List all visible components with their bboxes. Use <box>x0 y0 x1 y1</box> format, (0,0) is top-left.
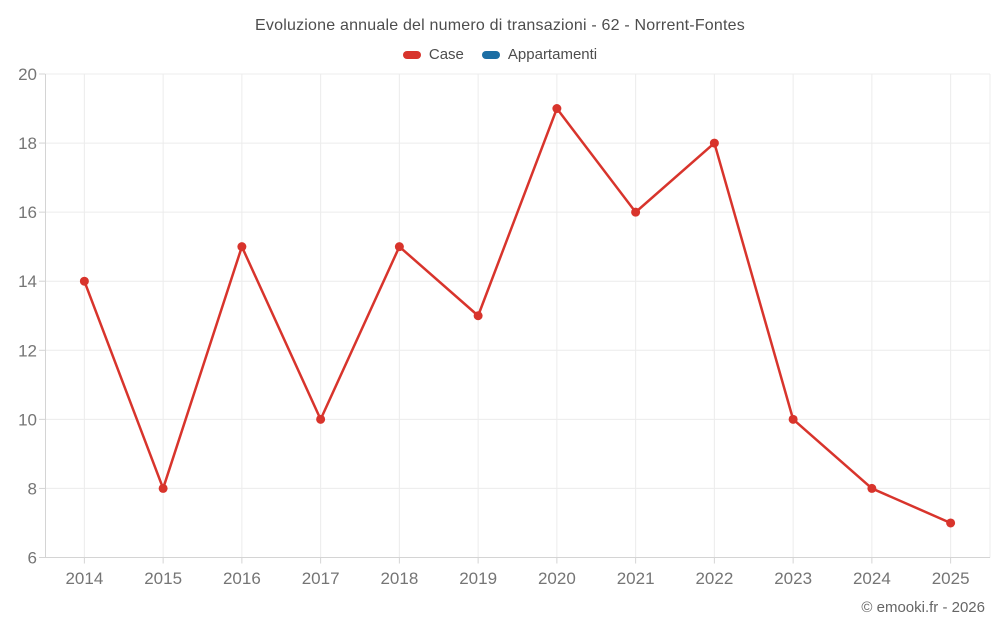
x-tick-label-2019: 2019 <box>459 569 497 588</box>
y-tick-label-8: 8 <box>28 479 37 498</box>
y-tick-label-10: 10 <box>18 410 37 429</box>
legend-swatch-case <box>402 50 421 59</box>
x-tick-label-2021: 2021 <box>617 569 655 588</box>
x-tick-label-2017: 2017 <box>302 569 340 588</box>
data-point-case-2025[interactable] <box>946 518 956 528</box>
copyright-credit: © emooki.fr - 2026 <box>861 599 985 616</box>
data-point-case-2014[interactable] <box>79 276 89 286</box>
legend-label-case: Case <box>428 46 464 63</box>
data-point-case-2023[interactable] <box>788 414 798 424</box>
x-tick-label-2016: 2016 <box>223 569 261 588</box>
data-point-case-2017[interactable] <box>316 414 326 424</box>
data-point-case-2024[interactable] <box>867 483 877 493</box>
x-tick-label-2023: 2023 <box>774 569 812 588</box>
x-tick-label-2020: 2020 <box>538 569 576 588</box>
x-tick-label-2014: 2014 <box>65 569 103 588</box>
data-point-case-2019[interactable] <box>473 311 483 321</box>
series-line-case <box>83 107 952 525</box>
chart-title: Evoluzione annuale del numero di transaz… <box>255 17 745 34</box>
y-tick-label-16: 16 <box>18 203 37 222</box>
legend-item-appartamenti[interactable]: Appartamenti <box>481 46 598 63</box>
data-point-case-2021[interactable] <box>631 207 641 217</box>
x-tick-label-2022: 2022 <box>695 569 733 588</box>
legend-label-appartamenti: Appartamenti <box>507 46 598 63</box>
data-point-case-2015[interactable] <box>158 483 168 493</box>
data-point-case-2018[interactable] <box>394 242 404 252</box>
y-tick-label-18: 18 <box>18 134 37 153</box>
y-tick-label-12: 12 <box>18 341 37 360</box>
legend-item-case[interactable]: Case <box>402 46 464 63</box>
y-tick-label-20: 20 <box>18 65 37 84</box>
x-tick-label-2024: 2024 <box>853 569 891 588</box>
data-point-case-2016[interactable] <box>237 242 247 252</box>
data-point-case-2022[interactable] <box>709 138 719 148</box>
x-tick-label-2015: 2015 <box>144 569 182 588</box>
legend-swatch-appartamenti <box>481 50 500 59</box>
x-tick-label-2018: 2018 <box>380 569 418 588</box>
legend: Case Appartamenti <box>0 46 1000 63</box>
data-point-case-2020[interactable] <box>552 104 562 114</box>
x-tick-label-2025: 2025 <box>932 569 970 588</box>
y-tick-label-6: 6 <box>28 549 37 568</box>
y-tick-label-14: 14 <box>18 272 37 291</box>
